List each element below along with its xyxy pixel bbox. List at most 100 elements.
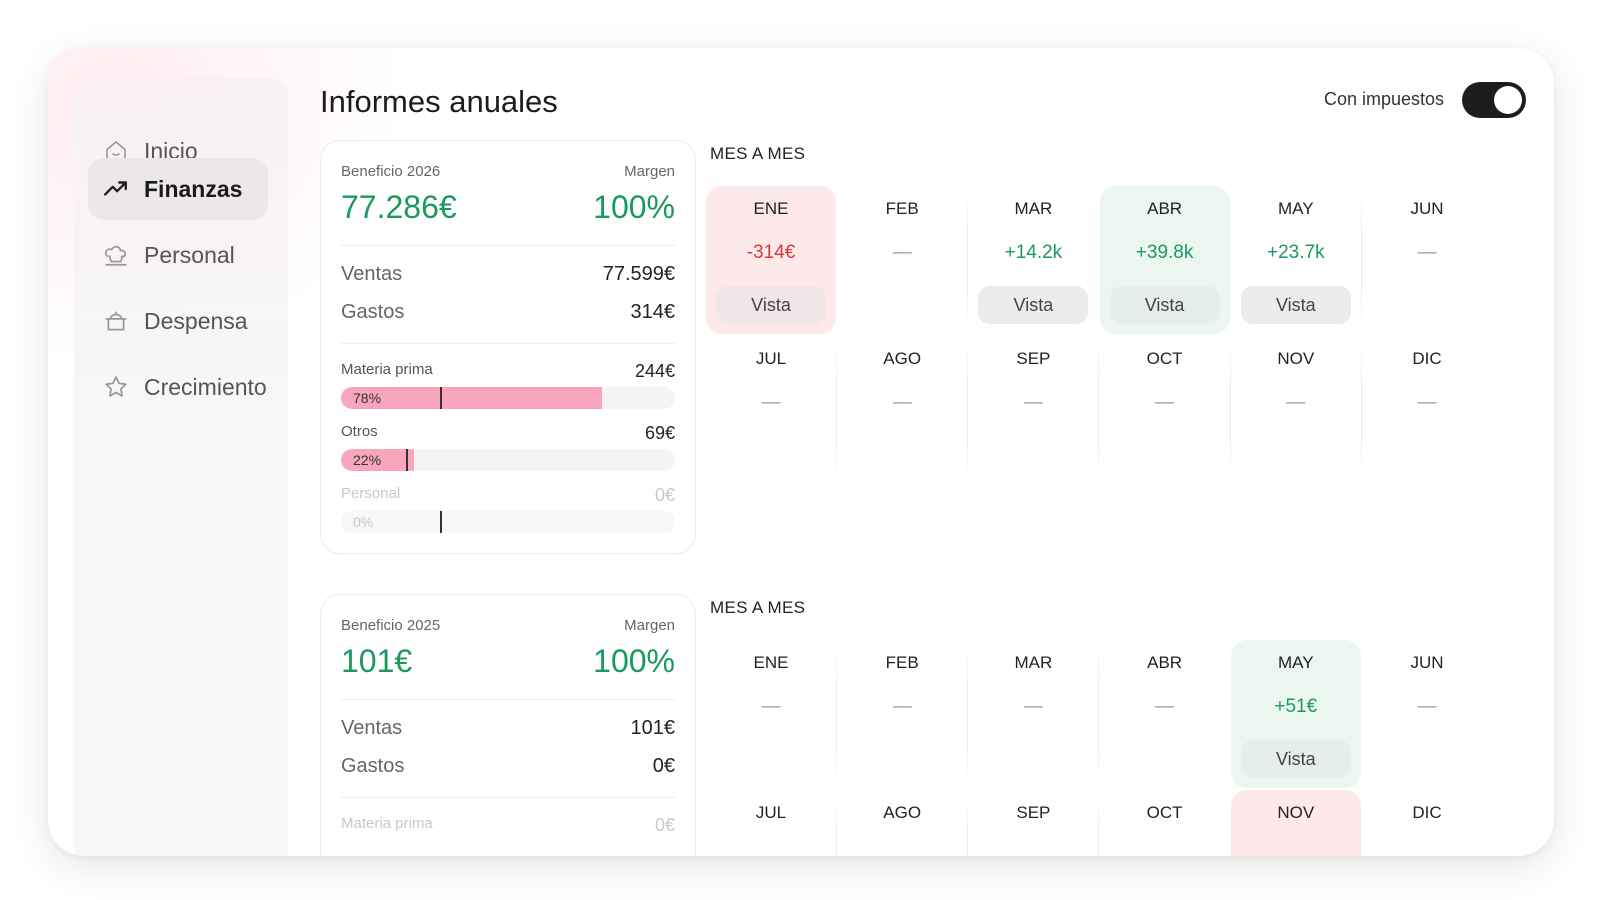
bar-marker <box>440 511 442 533</box>
report-card-2025: Beneficio 2025 Margen 101€ 100% Ventas 1… <box>320 594 696 856</box>
tax-toggle[interactable] <box>1462 82 1526 118</box>
month-name: SEP <box>1016 803 1051 822</box>
section-label: MES A MES <box>710 598 806 617</box>
month-name: JUN <box>1410 199 1444 218</box>
sidebar-item-despensa[interactable]: Despensa <box>88 290 268 352</box>
sidebar-item-finanzas[interactable]: Finanzas <box>88 158 268 220</box>
month-cell-dic: DIC — <box>1362 336 1492 484</box>
section-label: MES A MES <box>710 144 806 163</box>
bar-marker <box>406 449 408 471</box>
sidebar-item-personal[interactable]: Personal <box>88 224 268 286</box>
view-button[interactable]: Vista <box>716 286 826 324</box>
month-cell-dic: DIC <box>1362 790 1492 856</box>
view-button[interactable]: Vista <box>1240 740 1351 778</box>
month-name: ABR <box>1147 199 1183 218</box>
month-cell-feb: FEB — <box>837 640 969 788</box>
month-cell-abr: ABR — <box>1100 640 1230 788</box>
bar-fill <box>341 449 415 471</box>
divider <box>341 343 675 344</box>
month-value: — <box>1023 392 1043 413</box>
divider <box>341 699 675 700</box>
sales-label: Ventas <box>341 263 403 285</box>
month-cell-ago: AGO — <box>837 336 969 484</box>
month-name: JUN <box>1410 653 1444 672</box>
month-name: OCT <box>1146 349 1183 368</box>
expenses-value: 0€ <box>652 755 675 777</box>
month-cell-may: MAY +23.7k Vista <box>1231 186 1362 334</box>
month-name: MAR <box>1014 653 1053 672</box>
margin-value: 100% <box>593 643 675 679</box>
star-icon <box>102 373 130 401</box>
profit-value: 77.286€ <box>341 189 457 225</box>
month-value: — <box>1023 696 1043 717</box>
divider <box>341 245 675 246</box>
category-bar: 0% <box>341 511 675 533</box>
category-value: 0€ <box>654 815 675 835</box>
month-cell-nov: NOV <box>1230 790 1361 856</box>
category-label: Materia prima <box>341 361 433 378</box>
toggle-knob <box>1494 86 1522 114</box>
expenses-value: 314€ <box>630 301 676 323</box>
month-cell-ago: AGO <box>837 790 969 856</box>
month-cell-nov: NOV — <box>1231 336 1362 484</box>
view-button[interactable]: Vista <box>1240 286 1351 324</box>
view-button[interactable]: Vista <box>1109 286 1220 324</box>
month-name: MAR <box>1014 199 1053 218</box>
month-name: JUL <box>755 349 787 368</box>
month-value: +39.8k <box>1135 242 1194 263</box>
sidebar-item-label: Despensa <box>144 307 248 334</box>
sidebar: Inicio Finanzas Personal Despensa Crecim… <box>74 78 288 856</box>
month-cell-jul: JUL <box>706 790 837 856</box>
month-value: — <box>892 392 912 413</box>
category-bar: 22% <box>341 449 675 471</box>
view-button[interactable]: Vista <box>978 286 1089 324</box>
month-value: +14.2k <box>1004 242 1063 263</box>
month-name: NOV <box>1277 349 1315 368</box>
month-name: AGO <box>883 803 922 822</box>
margin-value: 100% <box>593 189 675 225</box>
month-value: — <box>1155 392 1175 413</box>
sidebar-item-label: Personal <box>144 241 235 268</box>
month-value: — <box>1417 696 1437 717</box>
page-title: Informes anuales <box>320 84 558 119</box>
bar-marker <box>440 387 442 409</box>
sales-value: 77.599€ <box>602 263 675 285</box>
month-value: +23.7k <box>1267 242 1325 263</box>
month-value: — <box>1155 696 1175 717</box>
month-value: — <box>761 392 781 413</box>
month-name: FEB <box>885 653 919 672</box>
month-name: DIC <box>1412 803 1442 822</box>
report-title: Beneficio 2026 <box>341 163 441 180</box>
expenses-label: Gastos <box>341 755 405 777</box>
tax-toggle-label: Con impuestos <box>1324 89 1445 109</box>
month-cell-may: MAY +51€ Vista <box>1230 640 1361 788</box>
month-name: MAY <box>1278 653 1314 672</box>
sidebar-item-label: Crecimiento <box>144 373 267 400</box>
month-cell-oct: OCT <box>1100 790 1230 856</box>
expenses-label: Gastos <box>341 301 405 323</box>
month-name: ENE <box>753 653 789 672</box>
month-value: -314€ <box>746 242 796 263</box>
month-name: ABR <box>1147 653 1183 672</box>
month-name: ENE <box>753 199 789 218</box>
profit-value: 101€ <box>341 643 413 679</box>
category-bar: 78% <box>341 387 675 409</box>
sales-value: 101€ <box>630 717 676 739</box>
margin-label: Margen <box>624 163 675 180</box>
bar-fill <box>341 387 602 409</box>
category-label: Materia prima <box>341 815 433 832</box>
month-name: DIC <box>1412 349 1442 368</box>
month-cell-jun: JUN — <box>1362 186 1492 334</box>
app-window: Inicio Finanzas Personal Despensa Crecim… <box>48 48 1554 856</box>
sales-label: Ventas <box>341 717 403 739</box>
month-name: OCT <box>1146 803 1183 822</box>
chef-hat-icon <box>102 241 130 269</box>
month-value: — <box>761 696 781 717</box>
margin-label: Margen <box>624 617 675 634</box>
month-cell-feb: FEB — <box>837 186 969 334</box>
sidebar-item-crecimiento[interactable]: Crecimiento <box>88 356 268 418</box>
month-cell-sep: SEP — <box>968 336 1100 484</box>
divider <box>341 797 675 798</box>
month-name: MAY <box>1278 199 1314 218</box>
month-value: — <box>1417 242 1437 263</box>
